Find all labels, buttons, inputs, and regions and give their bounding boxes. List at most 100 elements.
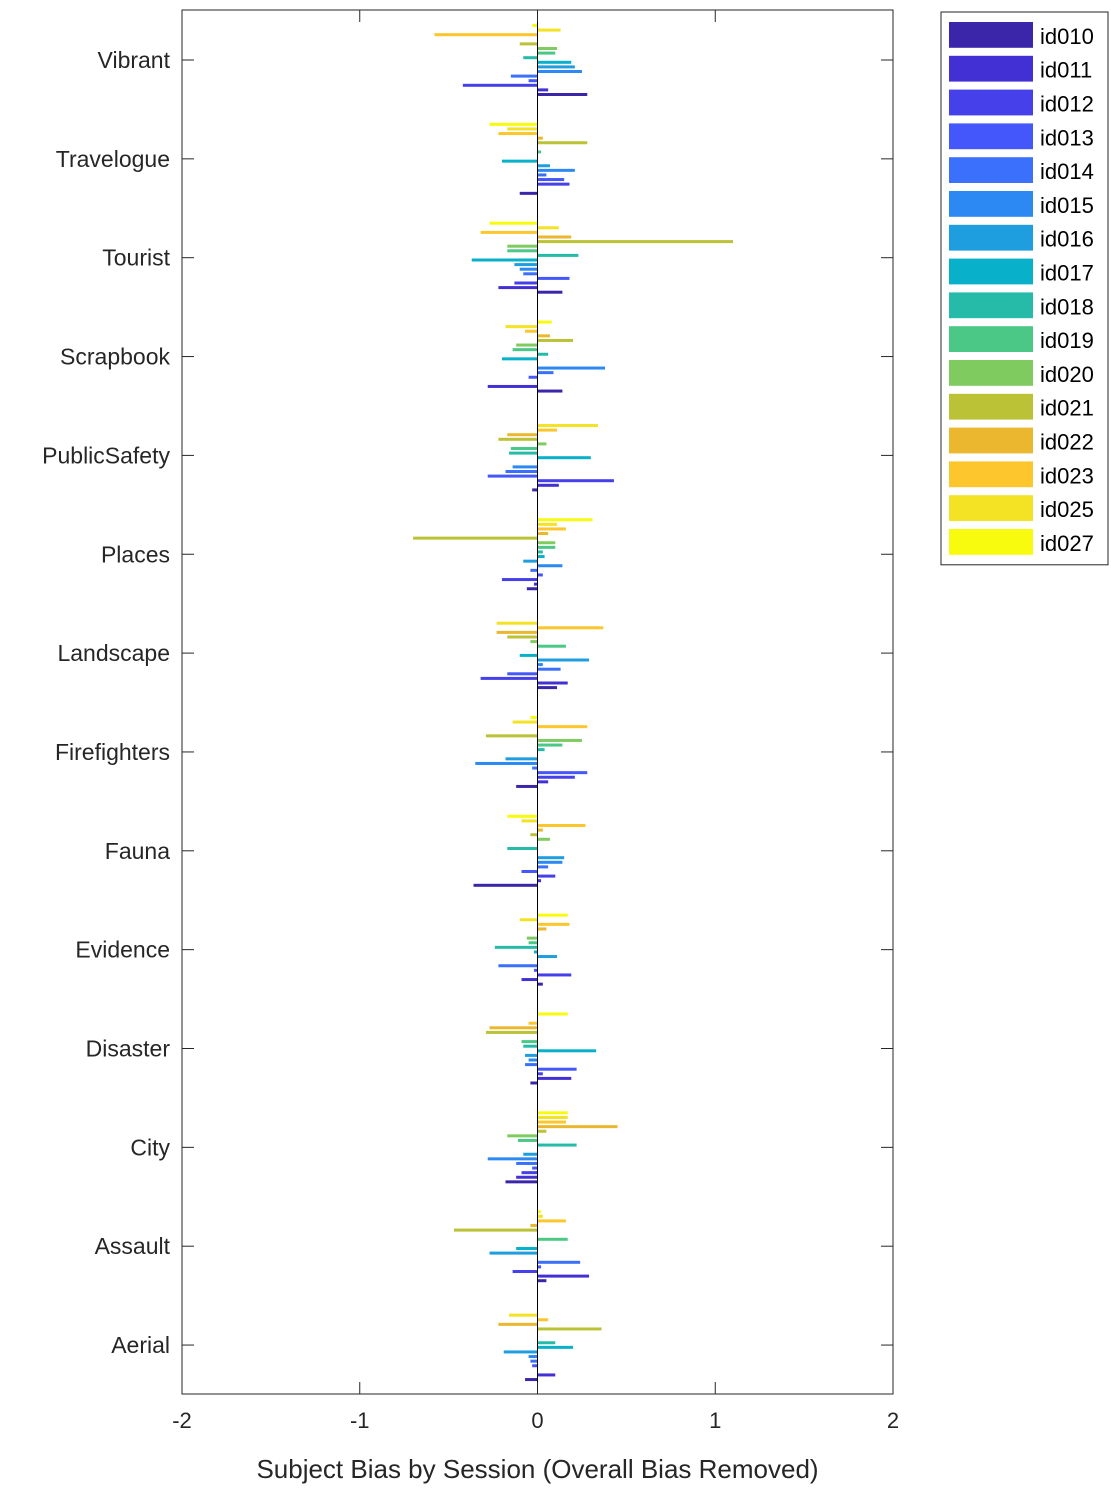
bar-places-id010	[526, 587, 538, 591]
legend-label-id020: id020	[1040, 362, 1094, 387]
bar-evidence-id010	[537, 982, 543, 986]
legend-label-id021: id021	[1040, 396, 1094, 421]
bar-landscape-id015	[537, 663, 543, 667]
bar-assault-id021	[453, 1228, 538, 1232]
bar-places-id014	[530, 568, 538, 572]
bar-fauna-id016	[537, 856, 565, 860]
bar-disaster-id013	[537, 1067, 577, 1071]
bar-fauna-id023	[537, 824, 586, 827]
bar-evidence-id025	[519, 918, 538, 922]
bar-disaster-id016	[525, 1053, 538, 1057]
bar-fauna-id011	[537, 879, 542, 883]
bar-city-id011	[516, 1175, 538, 1179]
bar-assault-id022	[530, 1224, 538, 1227]
bar-travelogue-id017	[501, 159, 538, 163]
bar-vibrant-id025	[537, 28, 561, 32]
bar-aerial-id015	[528, 1355, 538, 1359]
bar-aerial-id013	[532, 1364, 538, 1368]
bar-city-id018	[537, 1143, 577, 1147]
bars-layer	[413, 24, 734, 1382]
bar-disaster-id023	[528, 1021, 538, 1025]
bar-landscape-id011	[537, 681, 568, 685]
bar-vibrant-id018	[523, 56, 538, 60]
bar-evidence-id027	[537, 913, 568, 917]
bar-evidence-id018	[494, 945, 538, 949]
bar-landscape-id017	[519, 653, 538, 657]
bar-publicsafety-id023	[537, 428, 558, 432]
bar-aerial-id025	[509, 1313, 538, 1317]
bar-travelogue-id013	[537, 178, 565, 182]
bar-landscape-id025	[496, 621, 538, 625]
bar-travelogue-id015	[537, 168, 575, 172]
category-label: Firefighters	[55, 739, 170, 765]
bar-fauna-id013	[521, 870, 538, 873]
bar-fauna-id027	[507, 814, 538, 818]
bar-disaster-id018	[523, 1044, 538, 1048]
x-tick-label: -2	[172, 1408, 192, 1433]
bar-tourist-id027	[489, 221, 538, 225]
bar-disaster-id021	[485, 1030, 538, 1034]
category-label: Travelogue	[56, 146, 170, 172]
bar-firefighters-id015	[475, 761, 538, 765]
bar-tourist-id018	[537, 253, 579, 257]
bar-landscape-id022	[496, 630, 538, 634]
bar-assault-id025	[537, 1214, 543, 1218]
bar-aerial-id023	[537, 1318, 549, 1322]
legend-label-id011: id011	[1040, 58, 1092, 83]
bar-city-id016	[523, 1152, 538, 1156]
bar-places-id022	[537, 532, 549, 536]
bar-travelogue-id012	[537, 182, 570, 186]
bar-places-id015	[537, 564, 563, 568]
bar-aerial-id021	[537, 1327, 602, 1331]
category-label: Evidence	[75, 937, 170, 963]
bar-landscape-id023	[537, 626, 604, 630]
bar-evidence-id020	[526, 936, 538, 940]
bar-city-id010	[505, 1180, 538, 1184]
bar-landscape-id019	[537, 644, 566, 648]
axes-layer: -2 -1 0 1 2 Vibrant Travelogue Tourist Scrapbook…	[42, 9, 899, 1484]
x-tick-label: 0	[531, 1408, 543, 1433]
legend-swatch-id021	[949, 393, 1033, 420]
bar-vibrant-id011	[537, 88, 549, 92]
bar-aerial-id022	[498, 1322, 538, 1326]
bar-firefighters-id025	[512, 720, 538, 724]
bar-travelogue-id019	[537, 150, 542, 154]
bar-publicsafety-id025	[537, 424, 598, 427]
bar-publicsafety-id010	[532, 488, 538, 492]
bar-city-id023	[537, 1120, 566, 1124]
legend-swatch-id023	[949, 461, 1033, 488]
bar-tourist-id016	[514, 263, 538, 267]
bar-assault-id016	[489, 1251, 538, 1255]
bar-fauna-id022	[537, 828, 543, 832]
bar-disaster-id027	[537, 1012, 568, 1016]
category-label: Landscape	[57, 640, 170, 666]
bar-travelogue-id025	[507, 127, 538, 131]
bar-landscape-id021	[507, 635, 538, 639]
bar-disaster-id010	[530, 1081, 538, 1085]
bar-disaster-id011	[537, 1076, 572, 1080]
bar-evidence-id019	[528, 941, 538, 945]
bar-travelogue-id023	[498, 132, 538, 136]
legend-label-id010: id010	[1040, 24, 1094, 49]
bar-publicsafety-id019	[510, 447, 538, 450]
bar-aerial-id014	[530, 1359, 538, 1363]
category-label: Fauna	[105, 838, 170, 864]
bar-tourist-id020	[507, 244, 538, 248]
bar-disaster-id015	[528, 1058, 538, 1062]
bar-disaster-id019	[521, 1040, 538, 1044]
bar-firefighters-id018	[537, 748, 545, 752]
bar-publicsafety-id022	[507, 433, 538, 437]
bar-city-id022	[537, 1125, 618, 1129]
bar-scrapbook-id027	[537, 320, 552, 324]
legend-swatch-id013	[949, 123, 1033, 150]
bar-scrapbook-id017	[501, 357, 538, 361]
bar-evidence-id016	[537, 955, 558, 959]
legend-label-id012: id012	[1040, 92, 1094, 117]
bar-assault-id010	[537, 1279, 547, 1283]
bar-city-id027	[537, 1111, 568, 1115]
bar-tourist-id012	[514, 281, 538, 285]
legend-swatch-id015	[949, 191, 1033, 217]
bar-tourist-id021	[537, 240, 734, 244]
bar-evidence-id012	[537, 973, 572, 977]
bar-city-id019	[517, 1138, 538, 1142]
